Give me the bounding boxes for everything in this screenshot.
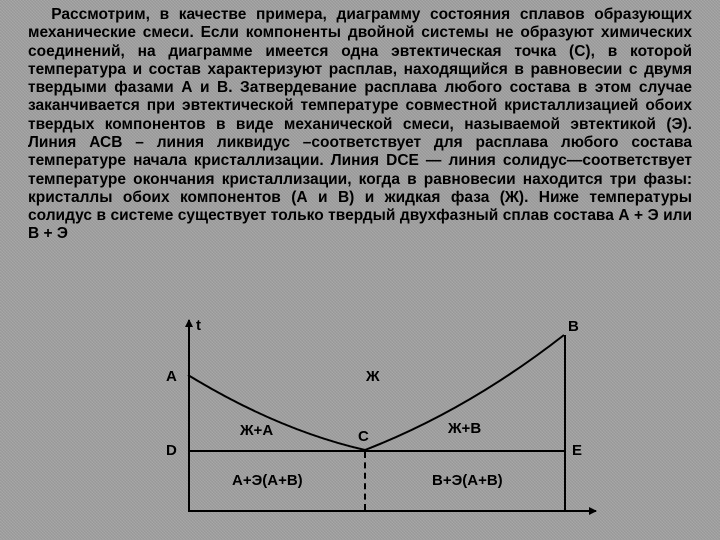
liquidus-curves [148, 320, 596, 520]
region-liquid-b: Ж+В [448, 420, 481, 437]
point-d: D [166, 442, 177, 459]
region-solid-b: В+Э(А+В) [432, 472, 503, 489]
point-b: В [568, 318, 579, 335]
region-liquid-a: Ж+А [240, 422, 273, 439]
region-liquid: Ж [366, 368, 380, 385]
body-paragraph: Рассмотрим, в качестве примера, диаграмм… [0, 0, 720, 244]
region-solid-a: А+Э(А+В) [232, 472, 303, 489]
point-a: А [166, 368, 177, 385]
phase-diagram: t А В С D E Ж Ж+А Ж+В А+Э(А+В) В+Э(А+В) [148, 320, 596, 520]
liquidus-left-curve [188, 375, 365, 450]
axis-label-t: t [196, 317, 201, 334]
point-e: E [572, 442, 582, 459]
point-c: С [358, 428, 369, 445]
